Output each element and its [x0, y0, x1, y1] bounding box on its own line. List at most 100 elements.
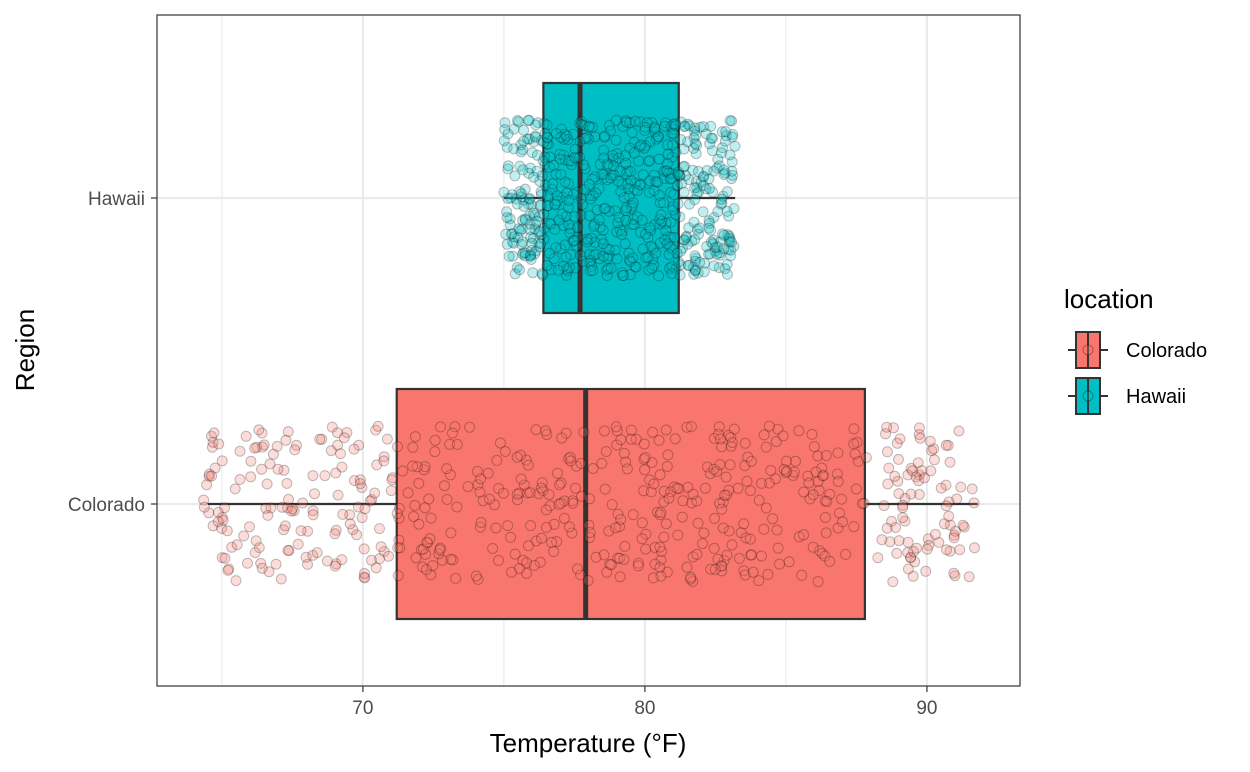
data-point [709, 563, 721, 575]
data-point [515, 473, 527, 485]
data-point [572, 231, 583, 243]
data-point [653, 434, 665, 446]
data-point [893, 453, 904, 465]
data-point [532, 117, 544, 129]
data-point [849, 448, 861, 460]
data-point [673, 166, 684, 178]
data-point [745, 455, 757, 467]
data-point [597, 238, 609, 250]
data-point [659, 173, 670, 185]
data-point [658, 531, 670, 543]
data-point [662, 449, 674, 461]
data-point [609, 244, 621, 256]
data-point [820, 450, 832, 461]
data-point [666, 151, 678, 163]
data-point [570, 152, 582, 164]
data-point [726, 173, 737, 185]
data-point [329, 528, 341, 540]
data-point [692, 517, 704, 529]
data-point [812, 576, 824, 588]
data-point [533, 488, 545, 500]
data-point [263, 566, 275, 578]
data-point [603, 250, 615, 262]
data-point [725, 250, 737, 262]
data-point [491, 454, 503, 466]
data-point [816, 548, 828, 559]
data-point [619, 238, 631, 250]
data-point [292, 538, 304, 550]
data-point [548, 253, 560, 265]
data-point [693, 228, 705, 240]
data-point [683, 174, 695, 186]
x-tick-label: 90 [916, 698, 937, 719]
data-point [539, 127, 551, 139]
data-point [890, 522, 902, 533]
data-point [660, 424, 672, 436]
data-point [509, 170, 521, 182]
data-point [584, 257, 596, 269]
data-point [570, 482, 581, 494]
data-point [701, 165, 713, 176]
data-point [529, 130, 541, 142]
jitter-points [198, 114, 980, 588]
data-point [528, 559, 540, 571]
data-point [530, 131, 541, 143]
data-point [550, 128, 562, 140]
data-point [772, 423, 784, 435]
data-point [436, 554, 448, 566]
data-point [728, 423, 740, 435]
data-point [475, 473, 487, 485]
data-point [530, 245, 542, 257]
data-point [528, 136, 540, 148]
data-point [528, 207, 540, 219]
data-point [636, 517, 648, 529]
data-point [498, 186, 510, 198]
data-point [667, 201, 679, 213]
data-point [916, 465, 928, 477]
data-point [892, 475, 904, 487]
data-point [392, 542, 404, 554]
data-point [207, 436, 219, 448]
data-point [790, 455, 801, 467]
data-point [383, 550, 395, 562]
data-point [628, 184, 640, 196]
data-point [724, 234, 736, 246]
data-point [628, 147, 640, 159]
data-point [542, 190, 554, 201]
data-point [878, 500, 890, 512]
x-axis-title: Temperature (°F) [490, 728, 687, 758]
data-point [671, 482, 683, 494]
data-point [522, 114, 534, 126]
data-point [522, 133, 534, 145]
data-point [943, 496, 955, 508]
data-point [554, 148, 566, 160]
data-point [626, 127, 638, 138]
data-point [921, 543, 933, 555]
data-point [526, 147, 538, 159]
data-point [698, 180, 709, 192]
data-point [658, 165, 670, 177]
data-point [705, 224, 717, 236]
data-point [530, 424, 542, 436]
data-point [556, 191, 568, 203]
data-point [719, 135, 731, 147]
data-point [636, 533, 648, 545]
data-point [589, 131, 601, 143]
data-point [690, 129, 702, 141]
data-point [472, 479, 484, 491]
data-point [640, 140, 651, 152]
data-point [560, 427, 572, 439]
data-point [517, 164, 529, 176]
data-point [447, 554, 459, 566]
data-point [593, 214, 605, 226]
data-point [670, 209, 682, 221]
data-point [902, 536, 914, 548]
data-point [341, 427, 353, 438]
data-point [535, 134, 547, 146]
data-point [705, 236, 717, 248]
data-point [694, 222, 706, 234]
data-point [535, 186, 547, 198]
data-point [578, 184, 590, 196]
data-point [559, 176, 571, 188]
data-point [562, 202, 574, 214]
